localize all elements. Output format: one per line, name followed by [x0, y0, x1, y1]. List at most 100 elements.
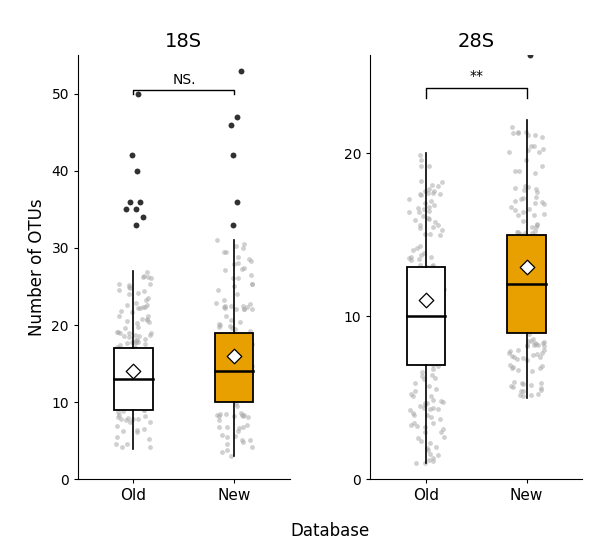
Point: [436, 415, 445, 424]
Point: [530, 131, 540, 139]
Point: [229, 260, 238, 268]
Point: [245, 386, 254, 395]
Point: [509, 314, 518, 322]
Point: [222, 386, 232, 395]
Point: [415, 189, 424, 198]
Point: [137, 377, 147, 386]
Point: [228, 220, 238, 229]
Point: [507, 364, 517, 372]
Point: [531, 192, 541, 201]
Point: [217, 381, 226, 390]
Point: [212, 299, 221, 307]
Point: [523, 323, 533, 332]
Point: [428, 453, 437, 462]
Point: [121, 357, 130, 366]
Point: [235, 392, 245, 401]
Point: [521, 264, 531, 273]
Point: [220, 265, 230, 274]
Point: [115, 345, 124, 354]
Point: [537, 316, 547, 325]
Point: [416, 176, 426, 185]
Point: [508, 128, 518, 137]
Point: [515, 321, 524, 330]
Point: [404, 357, 414, 366]
Point: [116, 414, 125, 423]
Point: [227, 120, 236, 129]
Point: [222, 433, 232, 442]
Point: [139, 272, 149, 280]
Point: [222, 446, 232, 455]
Point: [233, 197, 242, 206]
Point: [142, 300, 152, 309]
Point: [428, 360, 438, 369]
Point: [428, 304, 437, 312]
Point: [408, 408, 418, 417]
Point: [428, 289, 438, 298]
Point: [431, 218, 440, 226]
Point: [532, 306, 541, 315]
Point: [112, 432, 122, 441]
Point: [219, 296, 229, 305]
Point: [421, 187, 430, 196]
Point: [228, 151, 238, 160]
Point: [118, 400, 127, 409]
Point: [421, 339, 430, 348]
Point: [439, 350, 448, 359]
Point: [131, 403, 140, 412]
Point: [404, 304, 414, 312]
Point: [434, 316, 444, 325]
Point: [229, 412, 239, 420]
Y-axis label: Number of OTUs: Number of OTUs: [28, 198, 46, 336]
Point: [115, 366, 125, 375]
Point: [212, 411, 221, 420]
Point: [506, 381, 516, 390]
Point: [507, 241, 517, 250]
Point: [527, 367, 537, 376]
Point: [414, 207, 424, 216]
Point: [538, 198, 547, 207]
Point: [415, 315, 424, 323]
Point: [131, 205, 140, 214]
Point: [243, 363, 253, 372]
Point: [247, 279, 257, 288]
Point: [510, 197, 520, 206]
Point: [428, 364, 437, 373]
Point: [436, 297, 445, 306]
Point: [523, 340, 532, 349]
Point: [212, 348, 221, 357]
Point: [533, 288, 542, 296]
Point: [125, 361, 135, 370]
Point: [529, 210, 539, 219]
Point: [236, 374, 245, 383]
Point: [529, 287, 538, 296]
Point: [220, 301, 230, 310]
Point: [424, 456, 434, 464]
Point: [237, 435, 247, 444]
Point: [439, 433, 448, 442]
Point: [421, 307, 430, 316]
Point: [239, 390, 249, 399]
Point: [530, 318, 540, 327]
Bar: [508, 235, 545, 332]
Point: [537, 133, 547, 142]
Point: [416, 155, 426, 164]
Point: [146, 273, 155, 282]
Point: [505, 361, 515, 370]
Point: [531, 315, 541, 323]
Point: [518, 268, 528, 277]
Point: [137, 315, 147, 323]
Point: [413, 203, 422, 212]
Point: [238, 244, 248, 253]
Point: [525, 318, 535, 327]
Point: [504, 272, 514, 281]
Point: [127, 307, 137, 316]
Point: [523, 131, 533, 139]
Point: [409, 267, 419, 276]
Point: [510, 167, 520, 176]
Point: [422, 263, 432, 272]
Point: [424, 381, 434, 390]
Point: [221, 384, 230, 393]
Point: [533, 390, 543, 398]
Point: [433, 342, 443, 351]
Point: [221, 358, 231, 367]
